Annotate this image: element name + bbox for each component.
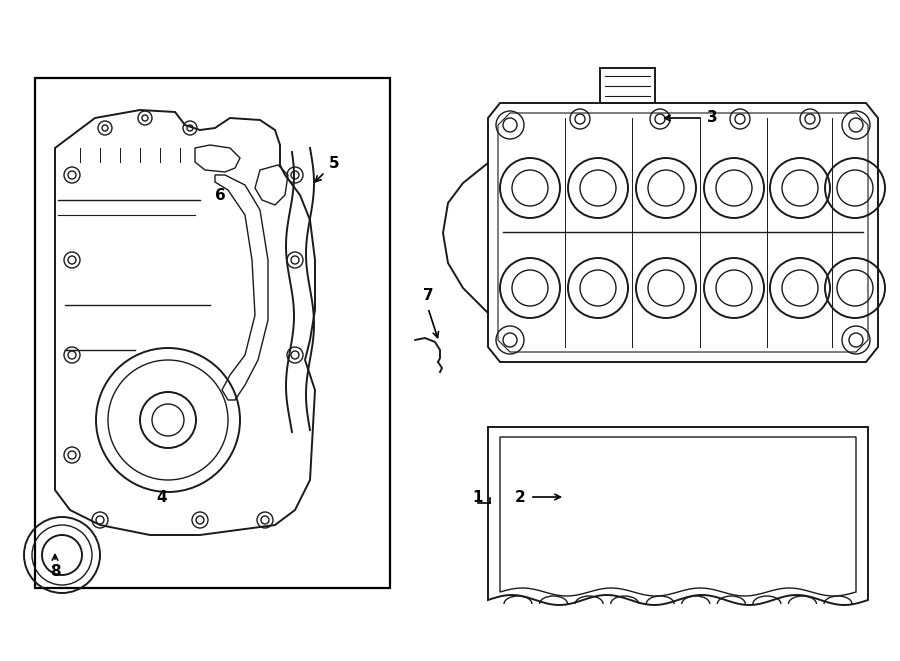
Text: 3: 3 [706,110,717,126]
Text: 8: 8 [50,564,60,580]
Text: 5: 5 [328,155,339,171]
Text: 4: 4 [157,490,167,506]
Text: 2: 2 [515,490,526,504]
Text: 7: 7 [423,288,433,303]
Text: 6: 6 [214,188,225,202]
Text: 1: 1 [472,490,483,504]
